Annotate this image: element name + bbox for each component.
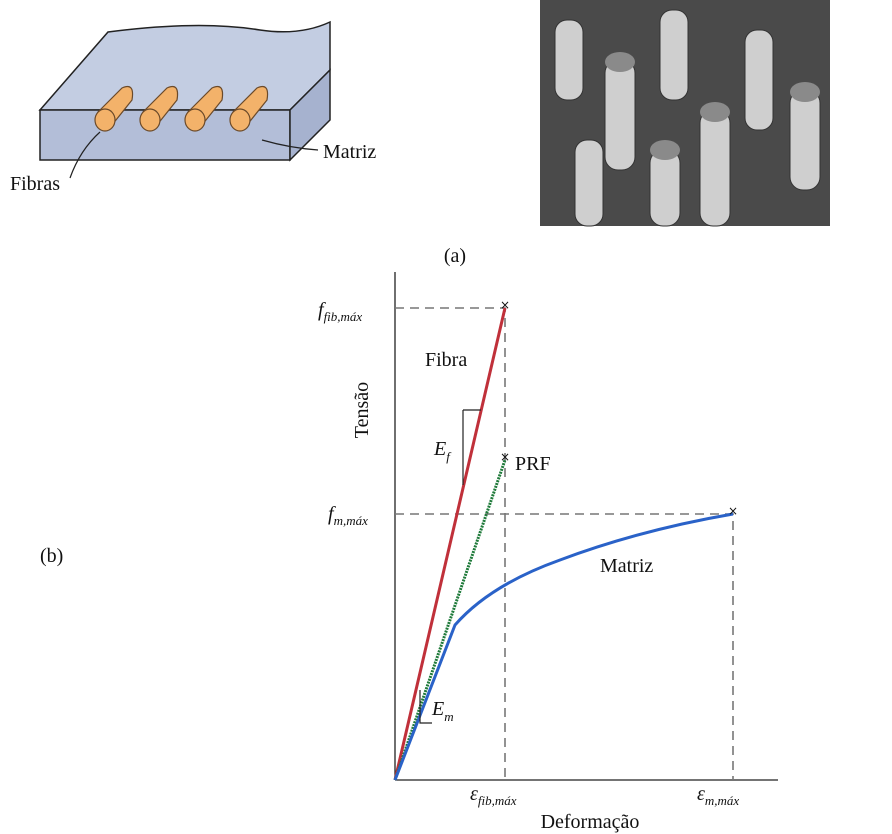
end-markers: × × × xyxy=(500,298,738,518)
symbol: ε xyxy=(697,783,705,805)
fiber-strain: εfib,máx xyxy=(470,783,517,808)
subscript: fib,máx xyxy=(324,309,363,324)
symbol: E xyxy=(433,438,446,460)
matrix-curve xyxy=(395,514,733,780)
subscript: m,máx xyxy=(334,513,369,528)
marker: × xyxy=(500,298,510,312)
marker: × xyxy=(500,450,510,464)
fiber-strength: ffib,máx xyxy=(318,299,362,324)
composite-slab xyxy=(40,22,330,178)
matrix-modulus: Em xyxy=(431,698,454,724)
symbol: E xyxy=(431,698,444,720)
micrograph xyxy=(540,0,830,226)
symbol: ε xyxy=(470,783,478,805)
marker: × xyxy=(728,504,738,518)
subscript: f xyxy=(446,449,452,464)
frp-curve-label: PRF xyxy=(515,453,551,475)
matrix-strength: fm,máx xyxy=(328,503,368,528)
caption-a: (a) xyxy=(444,245,466,267)
x-axis-label: Deformação xyxy=(541,811,640,833)
fiber-modulus: Ef xyxy=(433,438,452,464)
subscript: m,máx xyxy=(705,793,740,808)
fiber-label: Fibras xyxy=(10,173,60,195)
matrix-strain: εm,máx xyxy=(697,783,739,808)
fiber-curve-label: Fibra xyxy=(425,349,467,371)
y-axis-label: Tensão xyxy=(351,382,373,438)
matrix-label: Matriz xyxy=(323,141,376,163)
figure: Fibras Matriz (a) (b) × × × Tensão Defor… xyxy=(0,0,892,834)
subscript: fib,máx xyxy=(478,793,517,808)
caption-b: (b) xyxy=(40,545,63,567)
subscript: m xyxy=(444,709,453,724)
matrix-curve-label: Matriz xyxy=(600,555,653,577)
frp-curve xyxy=(395,460,505,780)
